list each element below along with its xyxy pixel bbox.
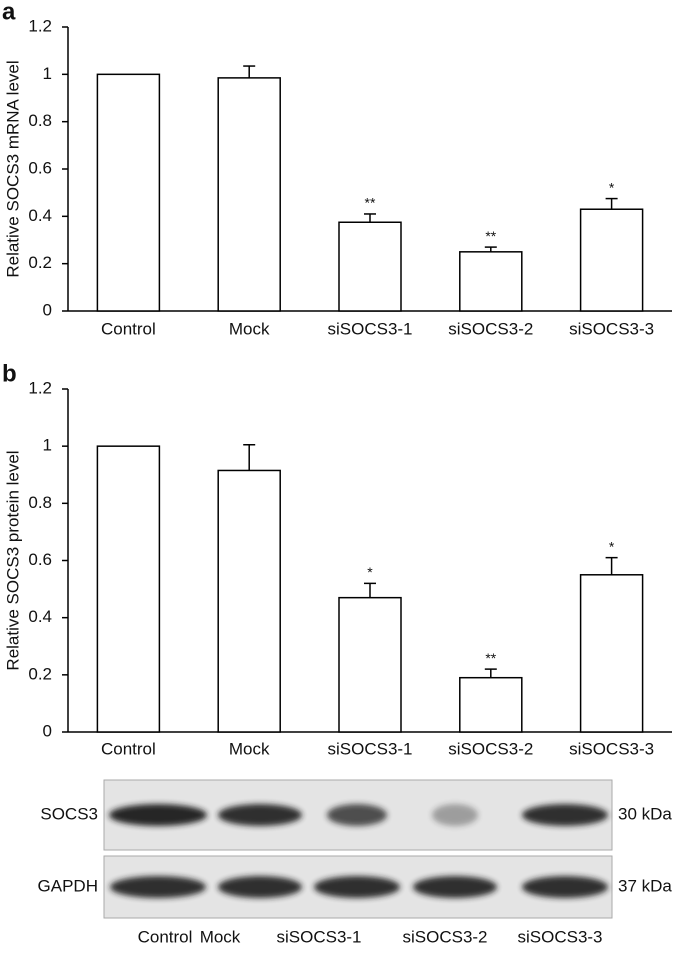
blot-band <box>522 804 608 826</box>
blot-band <box>522 876 608 898</box>
bar <box>217 77 281 312</box>
significance-label: ** <box>365 195 376 211</box>
blot-band <box>218 876 302 898</box>
lane-label: Mock <box>200 927 241 946</box>
lane-label: siSOCS3-1 <box>276 927 361 946</box>
y-tick-label: 0.8 <box>28 111 52 130</box>
blot-band <box>110 876 206 898</box>
y-tick-label: 0.4 <box>28 206 52 225</box>
y-tick-label: 0 <box>43 300 52 319</box>
bar <box>579 208 644 312</box>
bar <box>579 574 644 733</box>
y-tick-label: 1 <box>43 64 52 83</box>
x-tick-label: siSOCS3-3 <box>569 739 654 758</box>
x-tick-label: siSOCS3-1 <box>327 319 412 338</box>
bar <box>96 73 161 312</box>
x-tick-label: Control <box>101 319 156 338</box>
significance-label: * <box>609 179 615 195</box>
significance-label: ** <box>485 228 496 244</box>
y-tick-label: 1 <box>43 436 52 455</box>
blot-band <box>109 804 207 826</box>
row-label: SOCS3 <box>40 804 98 823</box>
y-tick-label: 0.8 <box>28 493 52 512</box>
bar <box>459 251 523 312</box>
y-tick-label: 0.2 <box>28 253 52 272</box>
y-tick-label: 0.4 <box>28 607 52 626</box>
x-tick-label: Control <box>101 739 156 758</box>
size-label: 37 kDa <box>618 876 672 895</box>
blot-band <box>218 804 302 826</box>
x-tick-label: siSOCS3-2 <box>448 739 533 758</box>
significance-label: * <box>609 538 615 554</box>
y-axis-label: Relative SOCS3 protein level <box>3 450 22 670</box>
panel-label: a <box>2 0 16 25</box>
x-tick-label: siSOCS3-3 <box>569 319 654 338</box>
panel-label: b <box>2 360 17 387</box>
y-tick-label: 0.6 <box>28 550 52 569</box>
bar <box>217 469 281 733</box>
blot-band <box>432 804 478 826</box>
y-axis-label: Relative SOCS3 mRNA level <box>3 60 22 277</box>
x-tick-label: siSOCS3-1 <box>327 739 412 758</box>
y-tick-label: 1.2 <box>28 378 52 397</box>
x-tick-label: Mock <box>229 739 270 758</box>
lane-label: Control <box>138 927 193 946</box>
significance-label: ** <box>485 650 496 666</box>
y-tick-label: 0.2 <box>28 664 52 683</box>
blot-band <box>413 876 497 898</box>
lane-label: siSOCS3-3 <box>517 927 602 946</box>
x-tick-label: Mock <box>229 319 270 338</box>
size-label: 30 kDa <box>618 804 672 823</box>
lane-label: siSOCS3-2 <box>402 927 487 946</box>
x-tick-label: siSOCS3-2 <box>448 319 533 338</box>
y-tick-label: 0.6 <box>28 158 52 177</box>
bar <box>459 676 523 733</box>
bar <box>338 221 402 312</box>
blot-band <box>314 876 400 898</box>
y-tick-label: 1.2 <box>28 16 52 35</box>
blot-band <box>327 804 387 826</box>
significance-label: * <box>367 564 373 580</box>
bar <box>96 445 161 733</box>
y-tick-label: 0 <box>43 721 52 740</box>
bar <box>338 596 402 733</box>
row-label: GAPDH <box>38 876 98 895</box>
